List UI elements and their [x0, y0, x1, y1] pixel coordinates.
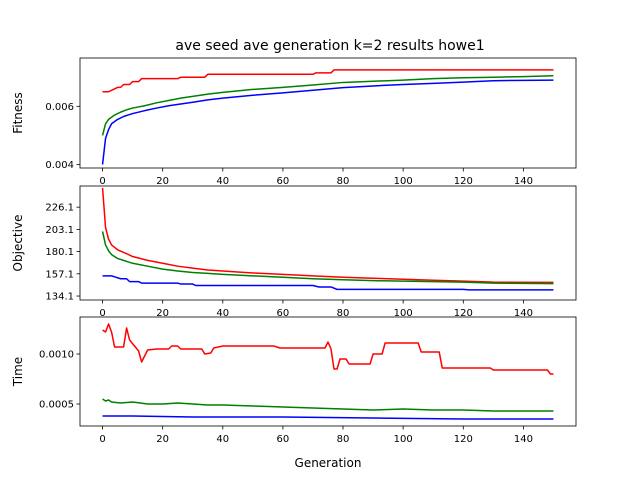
x-tick-label: 0 [99, 434, 105, 445]
series-line-green [101, 75, 554, 136]
y-axis-label: Time [11, 357, 25, 387]
x-tick-label: 120 [454, 434, 473, 445]
y-axis-label: Fitness [11, 92, 25, 134]
axes-frame [79, 185, 577, 301]
series-line-red [102, 69, 554, 93]
series-line-green [102, 398, 554, 412]
y-tick-label: 0.0005 [39, 400, 74, 411]
y-tick-label: 134.1 [45, 292, 74, 303]
axes-frame [79, 316, 577, 427]
x-tick-label: 120 [454, 176, 473, 187]
y-tick-label: 0.0010 [39, 350, 74, 361]
x-tick-label: 60 [277, 308, 290, 319]
x-tick-label: 140 [514, 308, 533, 319]
x-tick-label: 80 [337, 176, 350, 187]
axes-frame [79, 57, 577, 169]
series-line-red [101, 187, 554, 284]
series-line-red [102, 323, 554, 375]
series-line-blue [102, 415, 554, 420]
x-tick-label: 100 [394, 434, 413, 445]
subplot-2: 0 20 40 60 80 100 120 140 134.1 157.1 180.1 203.1 22… [11, 185, 577, 319]
x-tick-label: 100 [394, 176, 413, 187]
x-tick-label: 60 [277, 176, 290, 187]
x-tick-label: 20 [156, 176, 169, 187]
y-tick-label: 180.1 [45, 247, 74, 258]
y-tick-label: 0.004 [45, 160, 74, 171]
x-tick-label: 120 [454, 308, 473, 319]
y-tick-label: 226.1 [45, 203, 74, 214]
series-line-green [101, 231, 554, 285]
x-tick-label: 80 [337, 434, 350, 445]
x-tick-label: 0 [99, 308, 105, 319]
x-tick-label: 60 [277, 434, 290, 445]
x-tick-label: 20 [156, 434, 169, 445]
x-tick-label: 40 [216, 434, 229, 445]
y-axis-label: Objective [11, 215, 25, 272]
y-tick-label: 203.1 [45, 225, 74, 236]
x-tick-label: 140 [514, 176, 533, 187]
subplot-1: 0 20 40 60 80 100 120 140 0.004 0.006 Fitness [11, 57, 577, 187]
x-tick-label: 0 [99, 176, 105, 187]
x-tick-label: 20 [156, 308, 169, 319]
chart-title: ave seed ave generation k=2 results howe… [175, 38, 484, 54]
y-tick-label: 157.1 [45, 269, 74, 280]
series-line-blue [102, 275, 554, 291]
series-line-blue [101, 79, 554, 165]
x-tick-label: 40 [216, 176, 229, 187]
x-tick-label: 80 [337, 308, 350, 319]
x-tick-label: 40 [216, 308, 229, 319]
y-tick-label: 0.006 [45, 102, 74, 113]
subplot-3: 0 20 40 60 80 100 120 140 0.0005 0.0010 Time [11, 316, 577, 445]
x-axis-label: Generation [295, 456, 362, 470]
x-tick-label: 140 [514, 434, 533, 445]
x-tick-label: 100 [394, 308, 413, 319]
subplots: 0 20 40 60 80 100 120 140 0.004 0.006 Fitness 0 20 40… [11, 57, 577, 445]
